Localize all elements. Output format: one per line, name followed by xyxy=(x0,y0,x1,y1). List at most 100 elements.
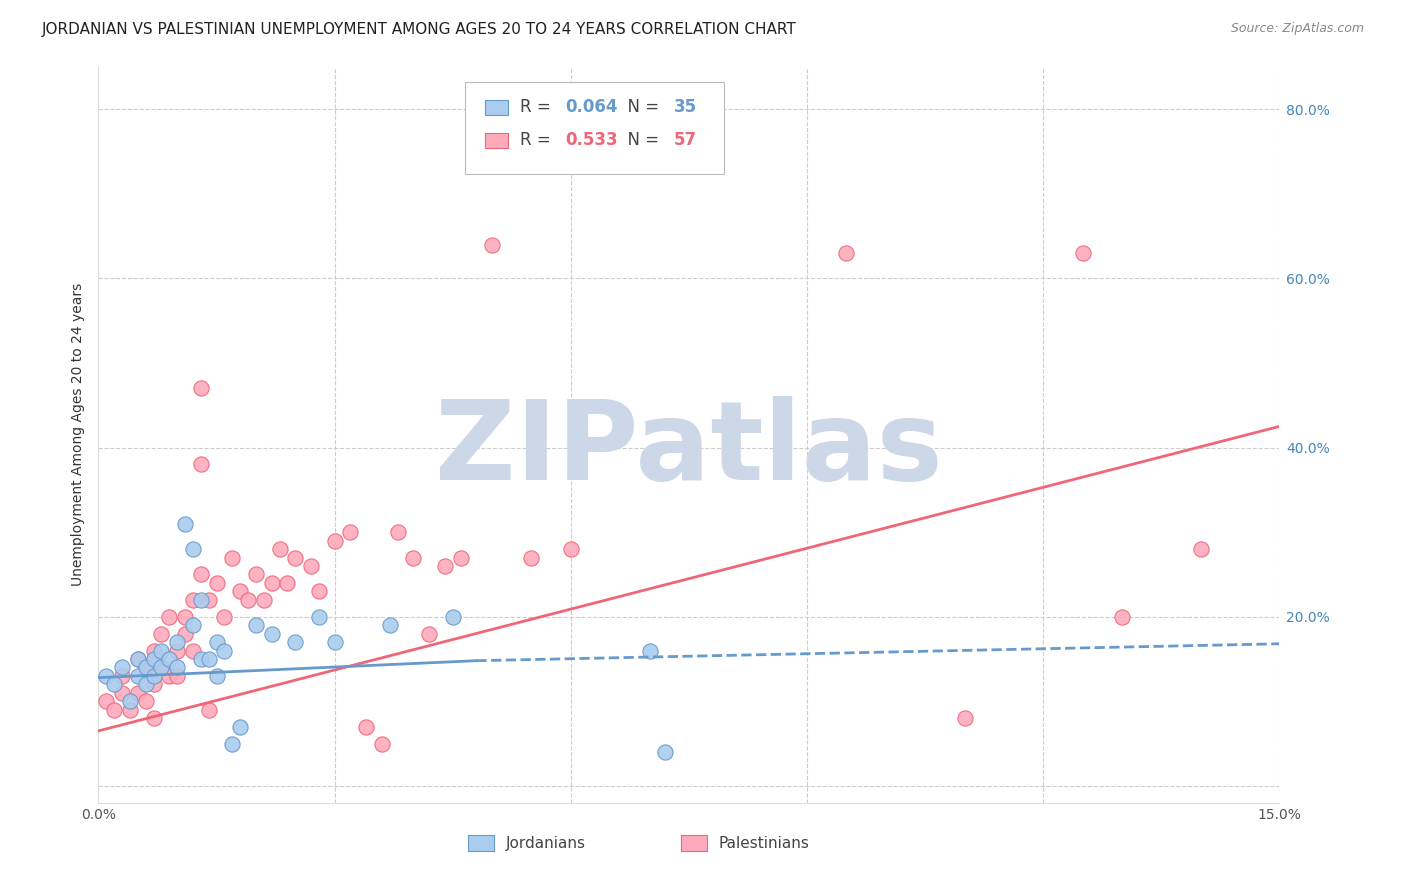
Point xyxy=(441,609,464,624)
Point xyxy=(197,703,219,717)
Text: JORDANIAN VS PALESTINIAN UNEMPLOYMENT AMONG AGES 20 TO 24 YEARS CORRELATION CHAR: JORDANIAN VS PALESTINIAN UNEMPLOYMENT AM… xyxy=(42,22,797,37)
Text: 57: 57 xyxy=(673,131,697,150)
Point xyxy=(433,558,456,573)
Point xyxy=(197,592,219,607)
Point xyxy=(221,737,243,751)
Point xyxy=(166,635,188,649)
Point xyxy=(150,626,173,640)
Point xyxy=(450,550,472,565)
Point xyxy=(96,669,118,683)
FancyBboxPatch shape xyxy=(468,835,494,851)
Text: N =: N = xyxy=(617,98,664,116)
Text: Jordanians: Jordanians xyxy=(506,836,586,851)
FancyBboxPatch shape xyxy=(485,100,508,115)
Point xyxy=(229,584,252,599)
Point xyxy=(127,686,149,700)
Point xyxy=(308,609,330,624)
FancyBboxPatch shape xyxy=(681,835,707,851)
Point xyxy=(127,652,149,666)
Point xyxy=(166,669,188,683)
Point xyxy=(205,635,228,649)
Text: Source: ZipAtlas.com: Source: ZipAtlas.com xyxy=(1230,22,1364,36)
Point xyxy=(418,626,440,640)
Point xyxy=(127,652,149,666)
Point xyxy=(127,669,149,683)
Point xyxy=(142,677,165,691)
Point xyxy=(654,745,676,759)
Point xyxy=(323,635,346,649)
Point xyxy=(387,525,409,540)
Text: ZIPatlas: ZIPatlas xyxy=(434,396,943,503)
Point xyxy=(111,669,134,683)
Point xyxy=(253,592,276,607)
Point xyxy=(323,533,346,548)
Point xyxy=(174,626,197,640)
Point xyxy=(142,711,165,725)
Point xyxy=(181,643,204,657)
Point xyxy=(150,643,173,657)
Point xyxy=(181,542,204,557)
Point xyxy=(166,643,188,657)
Point xyxy=(245,567,267,582)
Text: Palestinians: Palestinians xyxy=(718,836,810,851)
Point xyxy=(190,652,212,666)
Point xyxy=(142,643,165,657)
Point xyxy=(481,237,503,252)
Point xyxy=(142,669,165,683)
Point xyxy=(174,516,197,531)
Point xyxy=(402,550,425,565)
Point xyxy=(190,381,212,395)
Point xyxy=(205,575,228,590)
Point xyxy=(103,703,125,717)
Point xyxy=(157,669,180,683)
Point xyxy=(269,542,291,557)
Point xyxy=(103,677,125,691)
Point xyxy=(276,575,298,590)
Text: 0.533: 0.533 xyxy=(565,131,617,150)
FancyBboxPatch shape xyxy=(485,133,508,148)
Point xyxy=(135,660,157,674)
Point xyxy=(150,660,173,674)
Point xyxy=(371,737,394,751)
Point xyxy=(190,458,212,472)
Point xyxy=(1071,246,1094,260)
Point xyxy=(142,652,165,666)
Point xyxy=(354,720,377,734)
Text: 0.064: 0.064 xyxy=(565,98,617,116)
Point xyxy=(1111,609,1133,624)
Point xyxy=(157,609,180,624)
Point xyxy=(96,694,118,708)
Point xyxy=(339,525,361,540)
Point xyxy=(111,660,134,674)
Point xyxy=(378,618,401,632)
Point xyxy=(157,652,180,666)
Point xyxy=(135,677,157,691)
Point xyxy=(135,660,157,674)
Point xyxy=(181,592,204,607)
Point xyxy=(520,550,543,565)
Point xyxy=(150,660,173,674)
Point xyxy=(118,703,141,717)
Point xyxy=(135,694,157,708)
Point xyxy=(190,592,212,607)
Point xyxy=(214,643,236,657)
Text: 35: 35 xyxy=(673,98,697,116)
Point xyxy=(118,694,141,708)
Point xyxy=(299,558,322,573)
Point xyxy=(181,618,204,632)
Text: R =: R = xyxy=(520,131,555,150)
Point xyxy=(308,584,330,599)
Point xyxy=(638,643,661,657)
Point xyxy=(205,669,228,683)
Point xyxy=(190,567,212,582)
Point xyxy=(166,660,188,674)
Point xyxy=(260,626,283,640)
Text: R =: R = xyxy=(520,98,555,116)
FancyBboxPatch shape xyxy=(464,81,724,174)
Point xyxy=(1189,542,1212,557)
Point xyxy=(560,542,582,557)
Point xyxy=(174,609,197,624)
Point xyxy=(229,720,252,734)
Point xyxy=(221,550,243,565)
Point xyxy=(214,609,236,624)
